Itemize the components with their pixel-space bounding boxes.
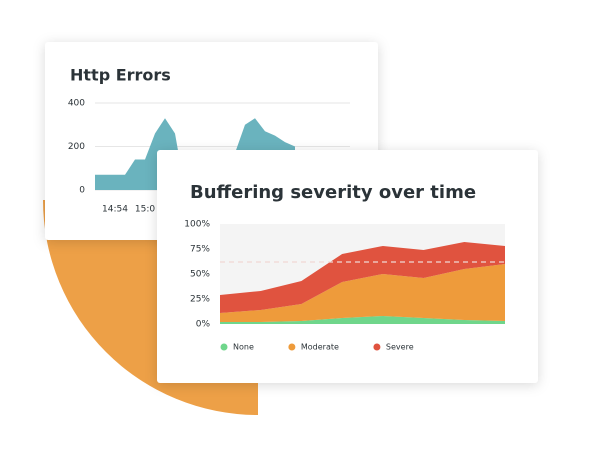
y-tick-label: 0 bbox=[79, 186, 85, 196]
buffering-card: Buffering severity over time 0% 25% 50% 75% 1… bbox=[157, 150, 538, 383]
x-tick-label: 14:54 bbox=[102, 205, 128, 215]
legend-dot bbox=[220, 343, 228, 351]
y-tick-label: 200 bbox=[68, 142, 85, 152]
legend-label: Severe bbox=[386, 343, 414, 352]
area bbox=[220, 264, 505, 322]
x-tick-label: 15:0 bbox=[135, 205, 155, 215]
area bbox=[220, 316, 505, 324]
legend-label: Moderate bbox=[301, 343, 339, 352]
y-tick-label: 100% bbox=[184, 220, 210, 230]
area bbox=[220, 242, 505, 313]
card-title: Buffering severity over time bbox=[190, 182, 476, 203]
legend-label: None bbox=[233, 343, 254, 352]
y-tick-label: 75% bbox=[190, 245, 210, 255]
legend-dot bbox=[288, 343, 296, 351]
y-tick-label: 400 bbox=[68, 99, 85, 109]
y-tick-label: 50% bbox=[190, 270, 210, 280]
card-title: Http Errors bbox=[70, 66, 171, 85]
y-tick-label: 25% bbox=[190, 295, 210, 305]
y-tick-label: 0% bbox=[196, 320, 211, 330]
legend-dot bbox=[373, 343, 381, 351]
